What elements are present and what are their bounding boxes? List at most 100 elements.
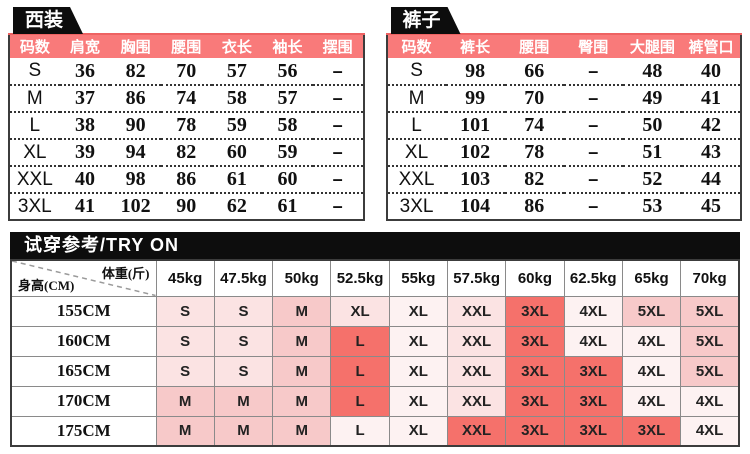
suit-measurement-cell: 40: [59, 166, 111, 194]
recommended-size-cell: M: [155, 415, 215, 447]
recommended-size-cell: 3XL: [563, 385, 623, 417]
pants-measurement-cell: 43: [681, 139, 741, 167]
pants-measurement-cell: 101: [445, 112, 505, 140]
measurement-tables-row: 西装 码数 肩宽 胸围 腰围 衣长 袖长 摆围 S 36 82 70 57 56– M 37 86 74 58 5…: [0, 0, 750, 221]
pants-table-title-tab: 裤子: [391, 7, 461, 34]
recommended-size-cell: S: [213, 355, 274, 387]
suit-column-header: 衣长: [211, 33, 263, 58]
recommended-size-cell: 5XL: [621, 295, 682, 327]
recommended-size-cell: M: [272, 385, 332, 417]
weight-axis-label: 体重(斤): [101, 266, 150, 281]
weight-column-header: 47.5kg: [213, 259, 274, 297]
weight-column-header: 50kg: [272, 259, 332, 297]
weight-column-header: 65kg: [621, 259, 682, 297]
pants-column-header: 码数: [386, 33, 446, 58]
recommended-size-cell: S: [213, 325, 274, 357]
suit-table-row: XL 39 94 82 60 59–: [9, 139, 364, 167]
pants-table-row: XL 102 78–51 43: [386, 139, 741, 167]
suit-measurement-cell: 62: [226, 195, 247, 217]
pants-measurement-cell: 50: [622, 112, 682, 140]
suit-measurement-cell: 38: [59, 112, 111, 140]
pants-dash-cell: –: [588, 196, 599, 216]
suit-dash-cell: –: [312, 112, 364, 140]
suit-size-cell: L: [9, 112, 60, 140]
try-on-title-bar: 试穿参考/TRY ON: [10, 232, 740, 259]
suit-dash-cell: –: [312, 58, 364, 86]
pants-measurement-cell: 66: [504, 58, 564, 86]
suit-measurement-cell: 58: [262, 112, 313, 140]
recommended-size-cell: XXL: [446, 355, 507, 387]
pants-measurement-cell: 45: [700, 195, 721, 217]
recommended-size-cell: 4XL: [680, 385, 740, 417]
recommended-size-cell: 5XL: [680, 355, 740, 387]
suit-measurement-cell: 56: [262, 58, 313, 86]
suit-size-cell: XL: [9, 139, 60, 167]
suit-dash-cell: –: [312, 139, 364, 167]
pants-measurement-cell: 42: [681, 112, 741, 140]
recommended-size-cell: XL: [388, 295, 448, 327]
recommended-size-cell: 3XL: [505, 325, 565, 357]
pants-measurement-cell: 82: [504, 166, 564, 194]
recommended-size-cell: M: [213, 415, 274, 447]
recommended-size-cell: 4XL: [680, 415, 740, 447]
pants-measurement-cell: 86: [524, 195, 545, 217]
suit-table-row: XXL 40 98 86 61 60–: [9, 166, 364, 194]
suit-size-cell: S: [9, 58, 60, 86]
pants-size-table: 码数 裤长 腰围 臀围 大腿围 裤管口 S 98 66–48 40 M 99 70–49 41 L 101 7…: [385, 33, 742, 221]
pants-measurement-cell: 98: [445, 58, 505, 86]
height-cell: 170CM: [10, 385, 157, 417]
recommended-size-cell: 3XL: [621, 415, 682, 447]
recommended-size-cell: M: [272, 415, 332, 447]
pants-table-row: M 99 70–49 41: [386, 85, 741, 113]
recommended-size-cell: S: [155, 295, 215, 327]
pants-measurement-cell: 51: [622, 139, 682, 167]
recommended-size-cell: L: [330, 355, 390, 387]
recommended-size-cell: S: [155, 355, 215, 387]
pants-size-table-section: 裤子 码数 裤长 腰围 臀围 大腿围 裤管口 S 98 66–48 40 M 99 70–49 41 L 1…: [385, 7, 742, 221]
suit-column-header: 码数: [9, 33, 60, 58]
suit-table-row: M 37 86 74 58 57–: [9, 85, 364, 113]
recommended-size-cell: XXL: [446, 385, 507, 417]
recommended-size-cell: XL: [388, 415, 448, 447]
pants-dash-cell: –: [563, 166, 623, 194]
recommended-size-cell: 3XL: [505, 415, 565, 447]
pants-measurement-cell: 44: [681, 166, 741, 194]
suit-measurement-cell: 94: [110, 139, 161, 167]
suit-table-row: L 38 90 78 59 58–: [9, 112, 364, 140]
weight-column-header: 62.5kg: [563, 259, 623, 297]
suit-measurement-cell: 86: [160, 166, 212, 194]
weight-column-header: 60kg: [505, 259, 565, 297]
pants-measurement-cell: 103: [445, 166, 505, 194]
recommended-size-cell: XL: [388, 355, 448, 387]
suit-measurement-cell: 78: [160, 112, 212, 140]
suit-table-row: S 36 82 70 57 56–: [9, 58, 364, 86]
recommended-size-cell: XL: [330, 295, 390, 327]
suit-measurement-cell: 70: [160, 58, 212, 86]
recommended-size-cell: M: [272, 355, 332, 387]
try-on-reference-section: 试穿参考/TRY ON 体重(斤) 身高(CM) 45kg 47.5kg 50kg 5…: [10, 232, 740, 447]
recommended-size-cell: 4XL: [621, 355, 682, 387]
pants-measurement-cell: 52: [622, 166, 682, 194]
recommended-size-cell: 4XL: [621, 325, 682, 357]
suit-header-row: 码数 肩宽 胸围 腰围 衣长 袖长 摆围: [9, 33, 364, 58]
pants-measurement-cell: 102: [445, 139, 505, 167]
try-on-row: 170CM M M M L XL XXL 3XL 3XL 4XL 4XL: [10, 385, 740, 417]
pants-measurement-cell: 48: [622, 58, 682, 86]
suit-measurement-cell: 98: [110, 166, 161, 194]
pants-dash-cell: –: [563, 112, 623, 140]
suit-size-cell: XXL: [9, 166, 60, 194]
suit-size-table: 码数 肩宽 胸围 腰围 衣长 袖长 摆围 S 36 82 70 57 56– M 37 86 74 58 57– L…: [8, 33, 365, 221]
weight-column-header: 55kg: [388, 259, 448, 297]
suit-size-cell: M: [9, 85, 60, 113]
try-on-row: 160CM S S M L XL XXL 3XL 4XL 4XL 5XL: [10, 325, 740, 357]
suit-measurement-cell: 60: [211, 139, 263, 167]
suit-measurement-cell: 58: [211, 85, 263, 113]
pants-column-header: 大腿围: [622, 33, 682, 58]
weight-column-header: 57.5kg: [446, 259, 507, 297]
suit-dash-cell: –: [332, 196, 343, 216]
height-cell: 155CM: [10, 295, 157, 327]
try-on-header-row: 体重(斤) 身高(CM) 45kg 47.5kg 50kg 52.5kg 55kg 57.…: [10, 259, 740, 297]
recommended-size-cell: L: [330, 385, 390, 417]
recommended-size-cell: M: [213, 385, 274, 417]
